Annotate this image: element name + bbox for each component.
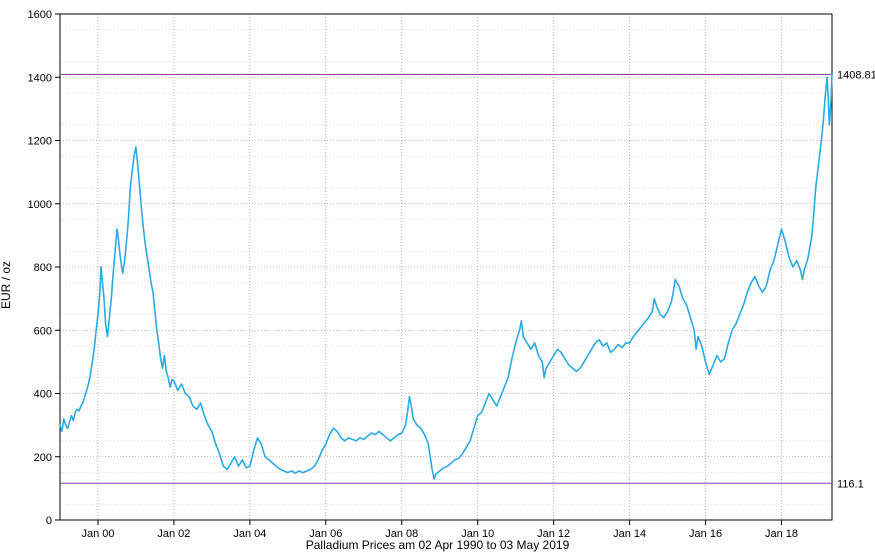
price-chart: 0 200 400 600 800 1000 1200 1400 1600 Jan 00 Jan 0… xyxy=(0,0,875,555)
svg-text:800: 800 xyxy=(34,262,52,274)
svg-text:1600: 1600 xyxy=(28,9,52,21)
svg-text:Jan 00: Jan 00 xyxy=(81,528,114,540)
svg-text:0: 0 xyxy=(46,515,52,527)
svg-text:200: 200 xyxy=(34,452,52,464)
svg-text:Jan 14: Jan 14 xyxy=(613,528,646,540)
chart-svg: 0 200 400 600 800 1000 1200 1400 1600 Jan 00 Jan 0… xyxy=(0,0,875,555)
svg-text:116.1: 116.1 xyxy=(837,478,864,490)
svg-text:Jan 02: Jan 02 xyxy=(157,528,190,540)
svg-text:400: 400 xyxy=(34,389,52,401)
y-axis-label: EUR / oz xyxy=(0,260,13,308)
svg-text:Jan 16: Jan 16 xyxy=(689,528,722,540)
svg-text:1200: 1200 xyxy=(28,136,52,148)
svg-text:600: 600 xyxy=(34,325,52,337)
svg-text:1408.81: 1408.81 xyxy=(837,69,875,81)
svg-text:1400: 1400 xyxy=(28,72,52,84)
svg-text:1000: 1000 xyxy=(28,199,52,211)
x-axis-label: Palladium Prices am 02 Apr 1990 to 03 Ma… xyxy=(306,538,569,552)
svg-text:Jan 04: Jan 04 xyxy=(233,528,266,540)
svg-text:Jan 18: Jan 18 xyxy=(765,528,798,540)
